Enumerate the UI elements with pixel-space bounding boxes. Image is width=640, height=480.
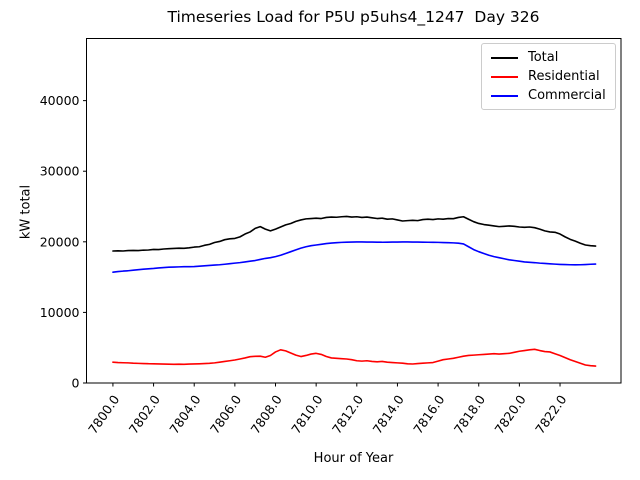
legend-entry-total: Total	[491, 51, 607, 64]
total-line-swatch	[491, 56, 518, 59]
x-tick-label: 7814.0	[370, 392, 407, 436]
chart-title: Timeseries Load for P5U p5uhs4_1247 Day …	[167, 8, 540, 26]
legend-label-total: Total	[528, 50, 559, 65]
x-tick-label: 7812.0	[329, 392, 366, 436]
x-tick-label: 7800.0	[85, 392, 122, 436]
x-tick-label: 7804.0	[166, 392, 203, 436]
axes-spines	[86, 38, 622, 384]
legend-label-residential: Residential	[528, 69, 600, 84]
legend: Total Residential Commercial	[481, 43, 616, 110]
total-line	[112, 215, 597, 252]
legend-entry-commercial: Commercial	[491, 89, 607, 102]
y-tick-label: 40000	[40, 93, 80, 108]
x-tick-label: 7820.0	[491, 392, 528, 436]
y-axis-label: kW total	[18, 184, 34, 240]
x-axis-label: Hour of Year	[313, 451, 394, 466]
x-tick-label: 7822.0	[532, 392, 569, 436]
legend-label-commercial: Commercial	[528, 88, 606, 103]
commercial-line	[112, 241, 597, 273]
commercial-line-swatch	[491, 94, 518, 97]
x-tick-label: 7808.0	[248, 392, 285, 436]
ticks-layer: 7800.0 7802.0 7804.0 7806.0 7808.0 7810.0 7812…	[40, 93, 570, 436]
residential-line-swatch	[491, 75, 518, 78]
y-tick-label: 0	[72, 376, 80, 391]
series-layer	[112, 215, 597, 367]
y-tick-label: 20000	[40, 234, 80, 249]
x-tick-label: 7802.0	[126, 392, 163, 436]
y-tick-label: 30000	[40, 164, 80, 179]
residential-line	[112, 348, 597, 367]
y-tick-label: 10000	[40, 305, 80, 320]
x-tick-label: 7818.0	[451, 392, 488, 436]
x-tick-label: 7810.0	[288, 392, 325, 436]
x-tick-label: 7806.0	[207, 392, 244, 436]
x-tick-label: 7816.0	[410, 392, 447, 436]
legend-entry-residential: Residential	[491, 70, 607, 83]
